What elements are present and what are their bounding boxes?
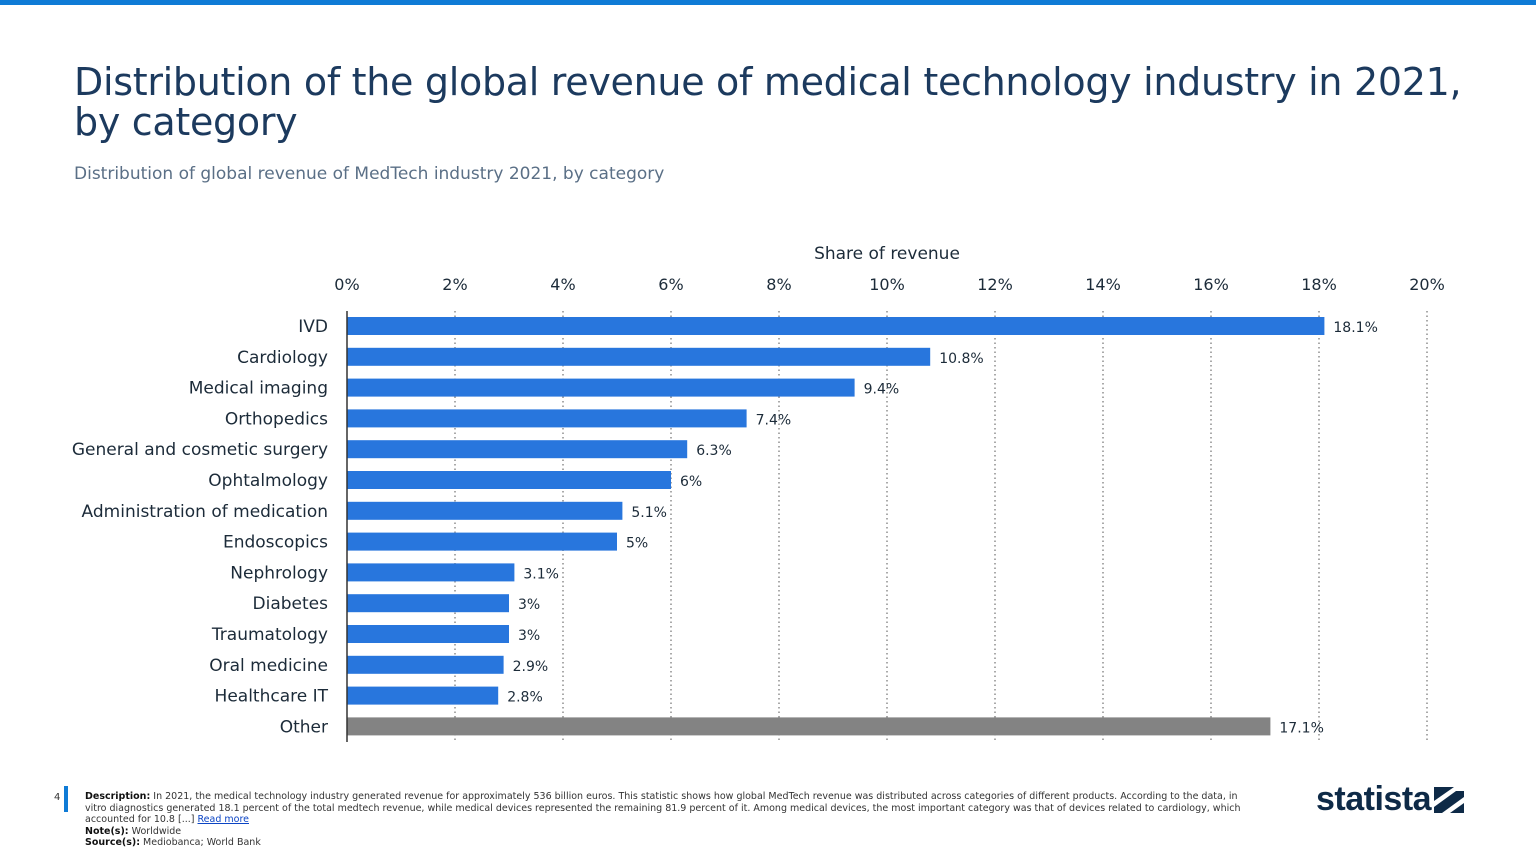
category-label: General and cosmetic surgery <box>72 440 328 460</box>
bar <box>347 532 617 551</box>
description: Description: In 2021, the medical techno… <box>85 791 1241 825</box>
category-label: Endoscopics <box>223 533 328 553</box>
category-label: Oral medicine <box>209 656 328 676</box>
category-label: Administration of medication <box>82 502 328 522</box>
category-label: Healthcare IT <box>215 687 329 707</box>
x-tick-label: 14% <box>1085 275 1121 294</box>
bar <box>347 594 509 613</box>
bar <box>347 378 855 397</box>
data-label: 9.4% <box>864 382 900 398</box>
x-tick-label: 12% <box>977 275 1013 294</box>
data-label: 5.1% <box>631 505 667 521</box>
category-label: Orthopedics <box>225 409 328 429</box>
page-number: 4 <box>54 792 61 803</box>
category-label: Nephrology <box>230 563 328 583</box>
bar <box>347 471 671 489</box>
data-label: 3% <box>518 597 540 613</box>
x-axis-title: Share of revenue <box>814 244 960 264</box>
statista-logo[interactable]: statista <box>1316 780 1432 818</box>
bar <box>347 501 623 520</box>
bar <box>347 625 509 643</box>
x-tick-label: 6% <box>658 275 683 294</box>
read-more-link[interactable]: Read more <box>197 814 250 825</box>
x-tick-label: 16% <box>1193 275 1229 294</box>
data-label: 6.3% <box>696 443 732 459</box>
data-label: 2.8% <box>507 690 543 706</box>
page-title: Distribution of the global revenue of me… <box>74 60 1462 144</box>
data-label: 10.8% <box>939 351 983 367</box>
bar <box>347 686 499 705</box>
x-tick-label: 20% <box>1409 275 1445 294</box>
data-label: 17.1% <box>1279 720 1323 736</box>
category-label: Medical imaging <box>189 379 328 399</box>
source: Source(s): Mediobanca; World Bank <box>85 837 261 848</box>
data-label: 3.1% <box>523 566 559 582</box>
x-tick-label: 2% <box>442 275 467 294</box>
bar <box>347 440 688 459</box>
bar-chart: Share of revenue 0% 2% 4% 6% 8% 10% 12% 14% 16% 18… <box>72 244 1445 742</box>
category-label: Diabetes <box>253 594 329 614</box>
x-tick-label: 8% <box>766 275 791 294</box>
data-label: 6% <box>680 474 702 490</box>
data-label: 5% <box>626 536 648 552</box>
x-tick-label: 10% <box>869 275 905 294</box>
x-tick-label: 0% <box>334 275 359 294</box>
category-label: Traumatology <box>211 625 328 645</box>
top-accent-bar <box>0 0 1536 5</box>
data-label: 7.4% <box>756 412 792 428</box>
x-tick-label: 4% <box>550 275 575 294</box>
statista-logo-mark-icon <box>1434 787 1464 813</box>
category-label: Other <box>280 717 328 737</box>
data-label: 2.9% <box>513 659 549 675</box>
data-label: 18.1% <box>1333 320 1377 336</box>
page-marker <box>64 786 68 812</box>
note: Note(s): Worldwide <box>85 825 182 837</box>
category-label: IVD <box>298 317 328 337</box>
page-subtitle: Distribution of global revenue of MedTec… <box>74 164 665 184</box>
x-tick-label: 18% <box>1301 275 1337 294</box>
bar <box>347 655 504 674</box>
footer-notes: Description: In 2021, the medical techno… <box>85 791 1245 849</box>
category-label: Cardiology <box>237 348 328 368</box>
bar <box>347 409 747 428</box>
data-label: 3% <box>518 628 540 644</box>
bar <box>347 347 931 366</box>
bar <box>347 563 515 582</box>
bar <box>347 317 1325 335</box>
bar <box>347 717 1271 736</box>
category-label: Ophtalmology <box>208 471 328 491</box>
